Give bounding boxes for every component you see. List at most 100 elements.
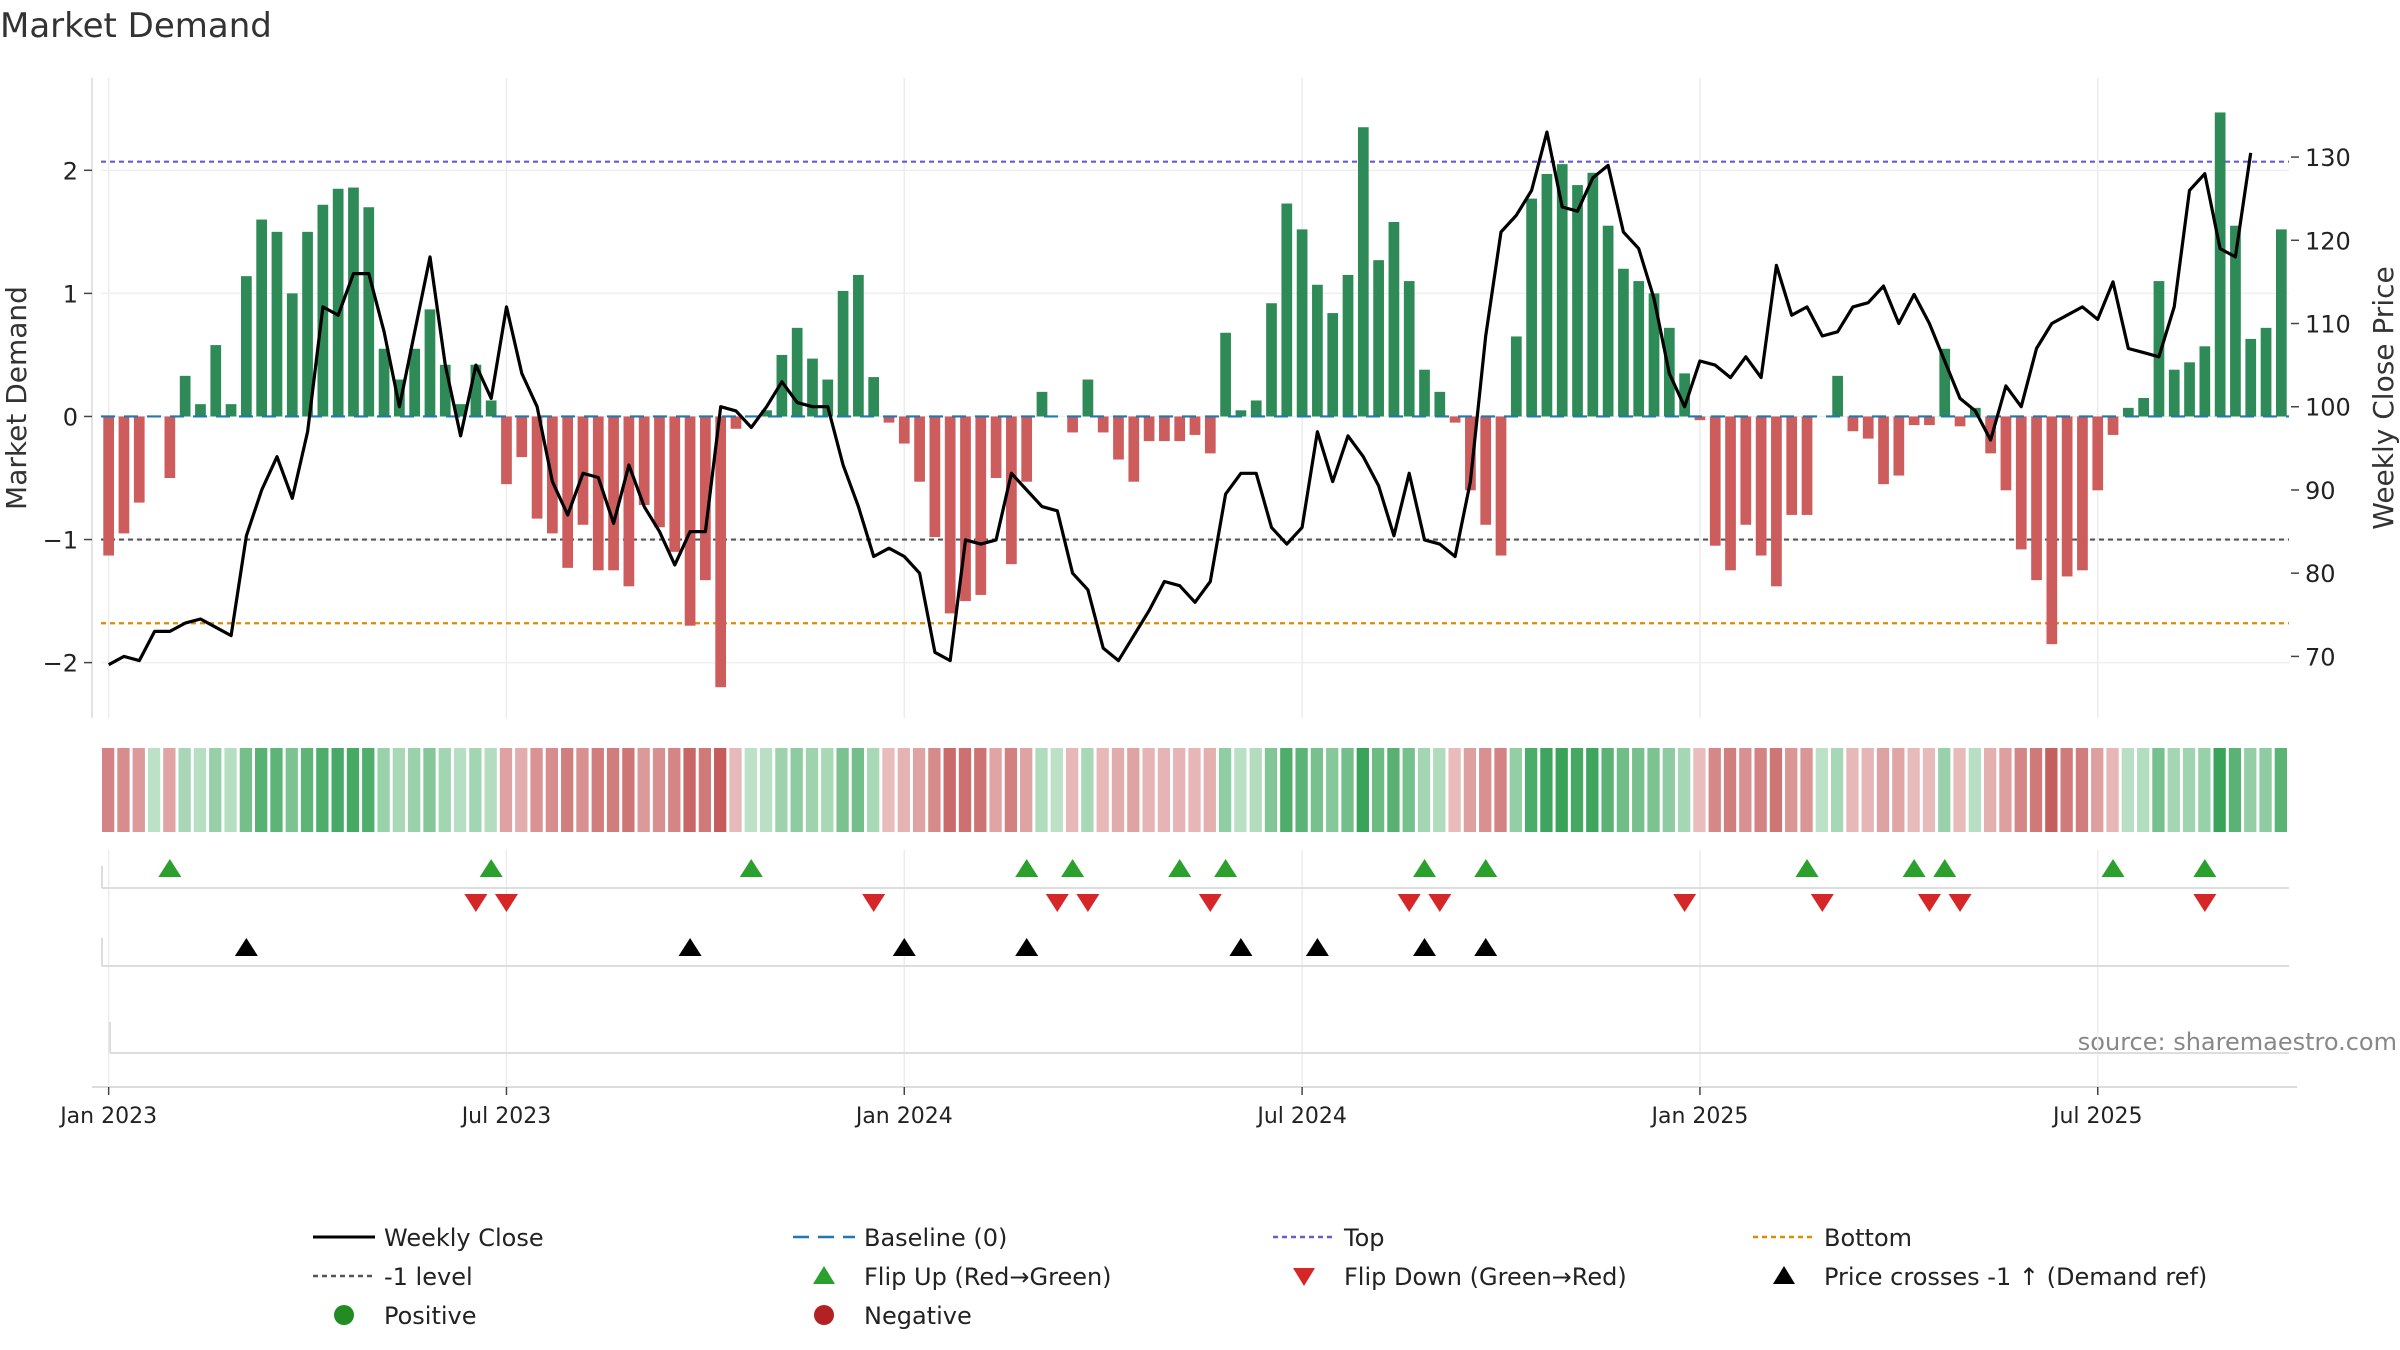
heat-cell [1310,748,1324,832]
heat-cell [102,748,115,832]
demand-bar [1924,416,1935,426]
demand-bar [133,416,145,503]
demand-bar [2184,362,2195,417]
demand-bar [1266,303,1277,417]
legend-item: Positive [334,1302,477,1330]
demand-bar [1526,198,1537,417]
heat-cell [1861,748,1874,832]
heat-cell [362,748,375,832]
demand-bar [103,416,115,556]
heat-cell [1035,748,1048,832]
heat-cell [1173,748,1186,832]
heat-cell [1081,748,1094,832]
demand-bar [1556,164,1568,417]
heat-cell [759,748,773,832]
flip-down-marker [1917,894,1941,912]
heat-cell [132,748,145,832]
legend-swatch-flip-down [1293,1268,1315,1286]
flip-down-marker [1673,894,1697,912]
heat-cell [821,748,834,832]
heat-cell [1739,748,1752,832]
heat-cell [1800,748,1813,832]
demand-bar [1036,391,1048,417]
demand-bar [791,327,803,417]
heat-cell [499,748,513,832]
y-right-tick-label: 130 [2305,144,2351,172]
demand-bar [577,416,589,525]
flip-up-marker [1413,859,1437,877]
x-tick-label: Jul 2024 [1255,1104,1347,1129]
heat-cell [851,748,865,832]
heat-cell [775,748,788,832]
flip-down-marker [1428,894,1452,912]
demand-bar [118,416,130,534]
heat-cell [698,748,712,832]
legend-swatch-positive [334,1305,354,1325]
heat-cell [2182,748,2196,832]
demand-bar [1786,416,1798,515]
heat-cell [1004,748,1018,832]
y-right-axis-label: Weekly Close Price [2367,266,2400,529]
reference-lines [101,160,2289,625]
demand-bar [638,416,650,506]
heat-cell [2228,748,2242,832]
legend-label: Flip Down (Green→Red) [1344,1263,1627,1291]
heat-cell [1524,748,1538,832]
demand-bar [1709,416,1721,546]
price-cross-marker [1305,938,1329,956]
demand-bar [2168,369,2180,417]
heat-cell [1065,748,1079,832]
demand-bar [2122,407,2134,417]
y-right-tick-label: 90 [2305,477,2336,505]
heat-cell [2121,748,2134,832]
heat-cell [1922,748,1936,832]
heat-cell [2014,748,2027,832]
demand-bar [2015,416,2027,550]
heat-cell [331,748,344,832]
heat-cell [316,748,329,832]
flip-down-marker [494,894,518,912]
heat-cell [1387,748,1400,832]
heat-cell [1938,748,1951,832]
legend-item: Weekly Close [313,1224,544,1252]
heat-cell [1662,748,1675,832]
demand-bar [1878,416,1889,485]
demand-bar [1143,416,1155,442]
heat-cell [239,748,253,832]
demand-bar [1495,416,1507,556]
demand-bar [1541,174,1553,417]
heat-cell [515,748,528,832]
heat-cell [561,748,574,832]
demand-bar [1159,416,1170,442]
demand-bar [1403,281,1415,417]
heat-cell [423,748,436,832]
heat-cell [2029,748,2043,832]
heat-cell [209,748,222,832]
demand-bar [455,404,466,417]
heat-cell [622,748,635,832]
legend-label: Negative [864,1302,972,1330]
heat-cell [2167,748,2180,832]
flip-up-marker [1168,859,1192,877]
demand-bar [302,231,313,417]
demand-bar [1465,416,1476,491]
heat-cell [591,748,604,832]
heat-cell [1341,748,1354,832]
demand-bar [1342,274,1354,417]
demand-bar [2138,398,2149,417]
heat-cell [729,748,742,832]
demand-bar [1954,416,1966,427]
heat-cell [2213,748,2226,832]
heat-cell [1616,748,1630,832]
legend-label: Weekly Close [384,1224,544,1252]
heat-cell [714,748,727,832]
heat-cell [377,748,390,832]
demand-bar [730,416,742,429]
demand-bar [2260,327,2272,417]
heat-cell [1157,748,1171,832]
demand-bar [2092,416,2104,491]
demand-bar [1174,416,1186,442]
demand-bar [700,416,711,581]
heat-cell [1632,748,1645,832]
demand-bar [179,375,191,417]
